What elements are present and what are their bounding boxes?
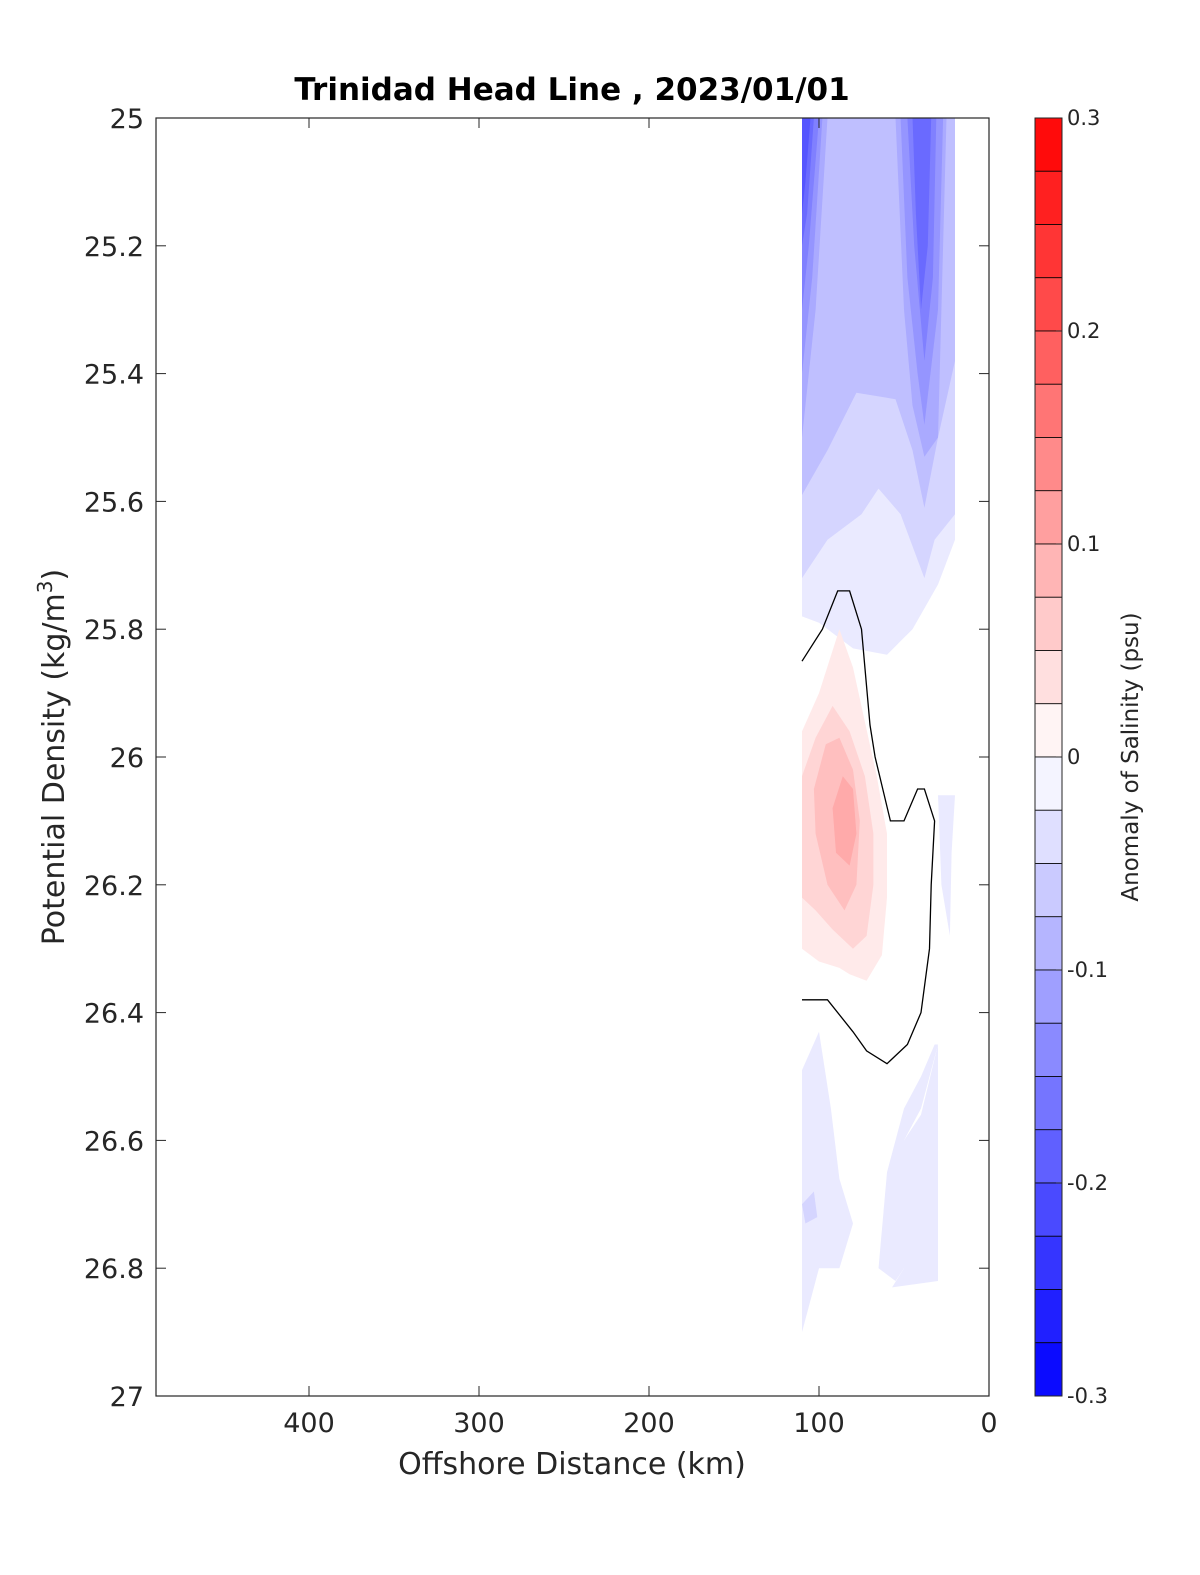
contour-region-20 — [832, 776, 857, 866]
y-tick-label: 25.2 — [84, 232, 144, 263]
contour-region-11 — [802, 118, 811, 214]
contour-region-14 — [878, 1044, 938, 1281]
y-axis-label-close: ) — [37, 569, 72, 581]
colorbar-band — [1034, 490, 1063, 545]
colorbar-band — [1034, 969, 1063, 1024]
colorbar-tick-label: -0.1 — [1067, 958, 1108, 982]
zero-contour-line-0 — [801, 590, 936, 1065]
y-tick-label: 25.6 — [84, 487, 144, 518]
y-axis-label-superscript: 3 — [33, 580, 57, 593]
x-axis-label: Offshore Distance (km) — [398, 1447, 746, 1482]
x-tick-label: 0 — [980, 1408, 997, 1439]
colorbar-band — [1034, 437, 1063, 492]
y-tick-label: 26.2 — [84, 871, 144, 902]
colorbar-band — [1034, 1235, 1063, 1290]
contour-region-13 — [802, 1031, 853, 1333]
colorbar-band — [1034, 863, 1063, 918]
colorbar-band — [1034, 650, 1063, 705]
colorbar-band — [1034, 596, 1063, 651]
colorbar-band — [1034, 1342, 1063, 1397]
colorbar-ticks: 0.3 0.2 0.1 0 -0.1 -0.2 -0.3 — [1056, 106, 1108, 1408]
colorbar-band — [1034, 703, 1063, 758]
y-tick-label: 26.4 — [84, 999, 144, 1030]
y-tick-label: 27 — [110, 1382, 144, 1413]
colorbar-band — [1034, 224, 1063, 279]
contour-line-group — [801, 590, 936, 1065]
plot-area: 400 300 200 100 0 25 25.2 25.4 25.6 25.8 26 26.2 26… — [84, 104, 998, 1439]
contour-fill-group — [802, 118, 955, 1333]
x-tick-label: 400 — [283, 1408, 335, 1439]
y-axis-ticks: 25 25.2 25.4 25.6 25.8 26 26.2 26.4 26.6 26.8 27 — [84, 104, 989, 1413]
colorbar-band — [1034, 543, 1063, 598]
colorbar: 0.3 0.2 0.1 0 -0.1 -0.2 -0.3 Anomaly of Salini… — [1034, 106, 1144, 1408]
colorbar-band — [1034, 1022, 1063, 1077]
contour-region-12 — [938, 795, 955, 936]
y-tick-label: 25.4 — [84, 360, 144, 391]
colorbar-band — [1034, 1182, 1063, 1237]
x-tick-label: 300 — [453, 1408, 505, 1439]
y-tick-label: 25 — [110, 104, 144, 135]
y-axis-label-text: Potential Density (kg/m — [37, 593, 72, 945]
colorbar-band — [1034, 1289, 1063, 1344]
chart-title: Trinidad Head Line , 2023/01/01 — [294, 72, 849, 108]
colorbar-band — [1034, 1129, 1063, 1184]
colorbar-band — [1034, 809, 1063, 864]
colorbar-band — [1034, 1076, 1063, 1131]
colorbar-tick-label: 0.1 — [1067, 532, 1100, 556]
colorbar-tick-label: 0.2 — [1067, 319, 1100, 343]
x-axis-ticks: 400 300 200 100 0 — [283, 118, 998, 1439]
colorbar-bands — [1034, 117, 1063, 1397]
colorbar-tick-label: -0.2 — [1067, 1171, 1108, 1195]
contour-region-16 — [802, 1191, 818, 1224]
y-tick-label: 26.6 — [84, 1126, 144, 1157]
colorbar-band — [1034, 117, 1063, 172]
contour-region-9 — [912, 118, 932, 310]
colorbar-band — [1034, 277, 1063, 332]
colorbar-label: Anomaly of Salinity (psu) — [1118, 612, 1144, 901]
colorbar-band — [1034, 170, 1063, 225]
colorbar-band — [1034, 916, 1063, 971]
colorbar-band — [1034, 756, 1063, 811]
x-tick-label: 100 — [793, 1408, 845, 1439]
colorbar-tick-label: 0 — [1067, 745, 1080, 769]
y-tick-label: 26 — [110, 743, 144, 774]
y-tick-label: 25.8 — [84, 615, 144, 646]
colorbar-tick-label: 0.3 — [1067, 106, 1100, 130]
y-axis-label: Potential Density (kg/m3) — [33, 569, 72, 945]
x-tick-label: 200 — [623, 1408, 675, 1439]
y-tick-label: 26.8 — [84, 1254, 144, 1285]
colorbar-band — [1034, 383, 1063, 438]
colorbar-band — [1034, 330, 1063, 385]
contour-region-15 — [892, 1044, 938, 1288]
colorbar-tick-label: -0.3 — [1067, 1384, 1108, 1408]
